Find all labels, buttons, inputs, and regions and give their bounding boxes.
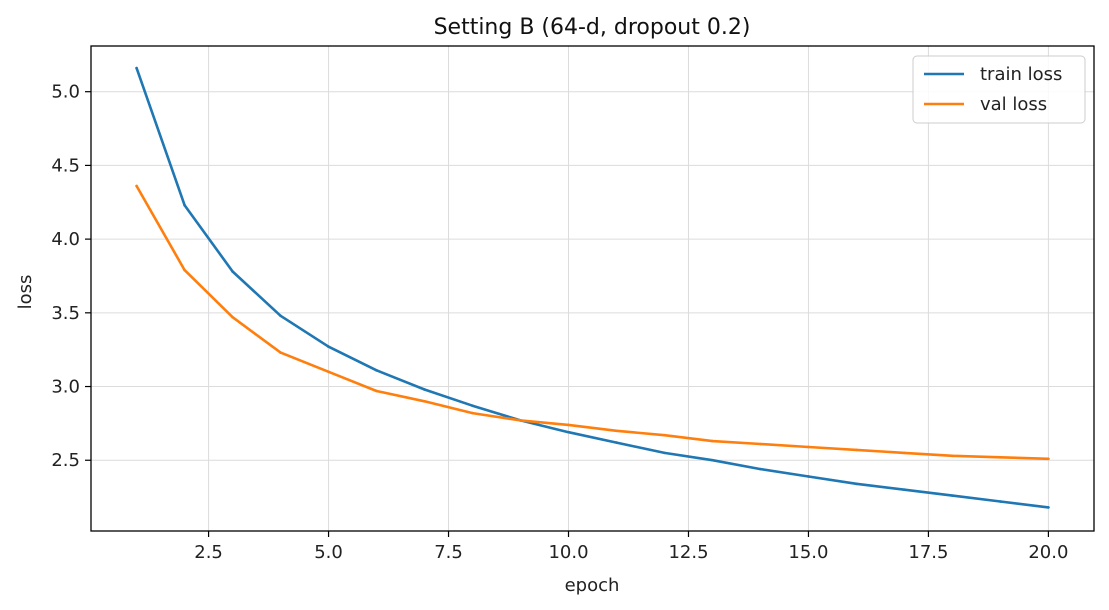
x-axis-title: epoch <box>565 575 620 596</box>
data-point-1 <box>519 419 522 422</box>
data-point-0 <box>327 345 330 349</box>
data-point-1 <box>327 370 330 374</box>
data-point-0 <box>951 494 954 497</box>
x-tick-label: 17.5 <box>908 542 948 563</box>
data-point-0 <box>807 475 810 478</box>
data-point-1 <box>999 455 1002 459</box>
x-tick-label: 12.5 <box>668 542 708 563</box>
data-point-0 <box>471 404 474 407</box>
data-point-1 <box>711 439 714 443</box>
data-point-1 <box>375 389 378 393</box>
data-point-1 <box>615 429 618 433</box>
data-point-0 <box>1047 506 1050 509</box>
y-tick-label: 4.5 <box>51 155 80 176</box>
chart-title: Setting B (64-d, dropout 0.2) <box>434 15 751 40</box>
data-point-0 <box>711 458 714 462</box>
data-point-1 <box>903 451 906 455</box>
data-point-0 <box>999 500 1002 503</box>
series-line-0 <box>135 66 1050 509</box>
legend-label: val loss <box>980 94 1047 115</box>
data-point-0 <box>903 488 906 492</box>
y-axis-title: loss <box>15 275 36 310</box>
axis-ticks: 2.5 5.0 7.5 10.0 12.5 15.0 17.5 20.0 2.5 3.0 3.5 4.… <box>51 82 1068 563</box>
x-tick-label: 7.5 <box>434 542 463 563</box>
x-tick-label: 15.0 <box>788 542 828 563</box>
data-point-1 <box>135 184 138 188</box>
x-tick-label: 2.5 <box>194 542 223 563</box>
data-point-1 <box>279 351 282 354</box>
data-point-1 <box>951 454 954 458</box>
data-point-0 <box>759 467 762 471</box>
x-tick-label: 10.0 <box>548 542 588 563</box>
data-point-0 <box>615 441 618 444</box>
x-tick-label: 20.0 <box>1028 542 1068 563</box>
data-point-0 <box>423 388 426 391</box>
y-tick-label: 2.5 <box>51 450 80 471</box>
data-point-0 <box>135 66 138 70</box>
data-point-1 <box>807 445 810 449</box>
data-point-1 <box>471 411 474 415</box>
data-point-1 <box>567 423 570 427</box>
plot-series <box>135 66 1050 509</box>
y-tick-label: 4.0 <box>51 229 80 250</box>
data-point-1 <box>855 448 858 452</box>
data-point-1 <box>1047 457 1050 461</box>
grid <box>91 46 1094 531</box>
data-point-0 <box>663 451 666 455</box>
data-point-1 <box>231 315 234 319</box>
x-tick-label: 5.0 <box>314 542 343 563</box>
data-point-0 <box>855 482 858 486</box>
y-tick-label: 3.5 <box>51 303 80 324</box>
y-tick-label: 3.0 <box>51 377 80 398</box>
data-point-0 <box>183 203 186 207</box>
y-tick-label: 5.0 <box>51 82 80 103</box>
plot-area-frame <box>90 45 1095 532</box>
series-line-1 <box>135 184 1050 461</box>
data-point-1 <box>183 268 186 272</box>
data-point-1 <box>759 442 762 446</box>
data-point-1 <box>423 399 426 403</box>
data-point-0 <box>279 314 282 318</box>
data-point-0 <box>567 430 570 434</box>
data-point-0 <box>231 270 234 273</box>
legend-label: train loss <box>980 64 1062 85</box>
legend: train loss val loss <box>912 55 1086 124</box>
data-point-0 <box>375 369 378 372</box>
data-point-1 <box>663 433 666 437</box>
